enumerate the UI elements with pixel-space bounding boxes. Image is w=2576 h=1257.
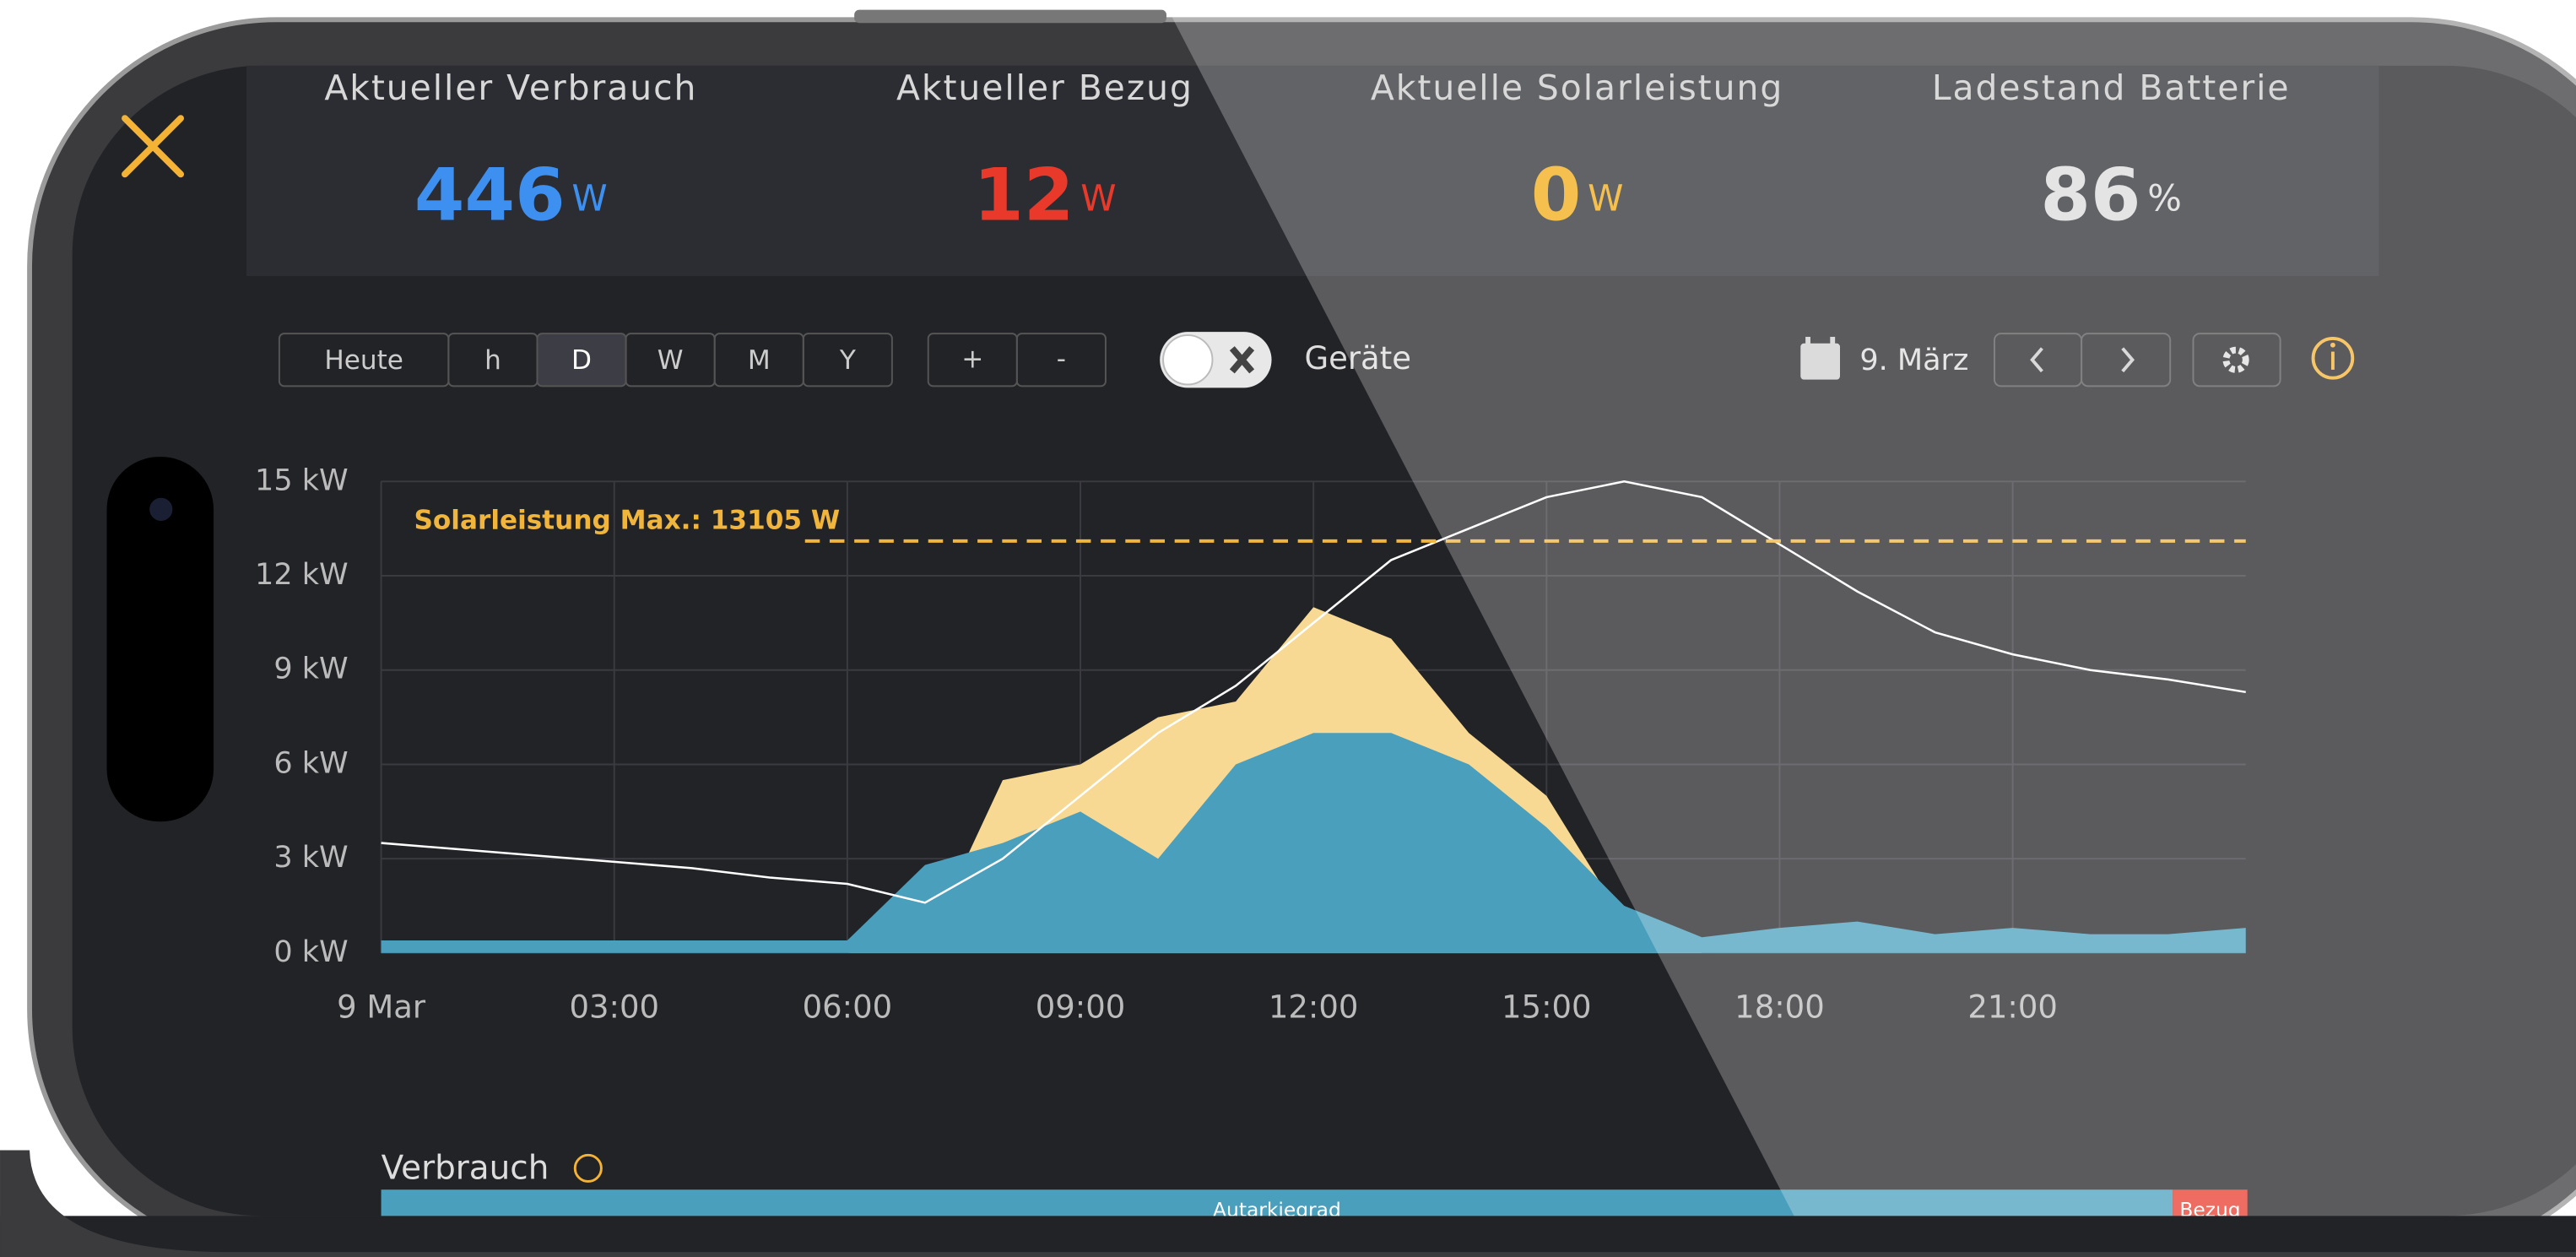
camera [149, 498, 172, 521]
x-tick-label: 9 Mar [337, 989, 426, 1026]
period-label: W [658, 345, 684, 376]
stat-number: 12 [973, 154, 1074, 238]
stat-unit: W [1588, 177, 1623, 219]
page: HeutehDWMY+- Geräte 9. März 0 kW3 kW6 kW… [0, 0, 2576, 1257]
period-label: Y [839, 345, 857, 376]
x-tick-label: 09:00 [1036, 989, 1126, 1026]
x-tick-label: 15:00 [1502, 989, 1592, 1026]
stat-label: Ladestand Batterie [1932, 68, 2291, 108]
x-tick-label: 12:00 [1269, 989, 1359, 1026]
stat-unit: % [2147, 177, 2182, 219]
y-tick-label: 3 kW [273, 840, 348, 875]
y-tick-label: 12 kW [255, 557, 349, 592]
stat-unit: W [1080, 177, 1116, 219]
y-tick-label: 6 kW [273, 745, 348, 780]
period-label: h [484, 345, 501, 376]
period-label: D [571, 345, 592, 376]
stat-unit: W [571, 177, 607, 219]
footer-title: Verbrauch [382, 1149, 549, 1187]
period-label: M [748, 345, 771, 376]
zoom-label: - [1057, 344, 1066, 374]
x-tick-label: 03:00 [569, 989, 659, 1026]
y-tick-label: 15 kW [255, 463, 349, 497]
max-label: Solarleistung Max.: 13105 W [414, 506, 841, 536]
toggle[interactable] [1160, 332, 1271, 387]
y-tick-label: 9 kW [273, 652, 348, 686]
stat-number: 86 [2040, 154, 2140, 238]
stat-label: Aktueller Bezug [896, 68, 1193, 108]
y-tick-label: 0 kW [273, 935, 348, 969]
x-tick-label: 06:00 [803, 989, 893, 1026]
side-button [854, 10, 1166, 24]
stat-label: Aktuelle Solarleistung [1371, 68, 1783, 108]
stat-number: 446 [414, 154, 566, 238]
phone-screen: HeutehDWMY+- Geräte 9. März 0 kW3 kW6 kW… [0, 0, 2576, 1257]
stat-number: 0 [1531, 154, 1582, 238]
zoom-label: + [961, 344, 983, 374]
bezel-bottom [0, 1216, 2576, 1257]
period-label: Heute [324, 345, 403, 376]
stat-label: Aktueller Verbrauch [324, 68, 697, 108]
